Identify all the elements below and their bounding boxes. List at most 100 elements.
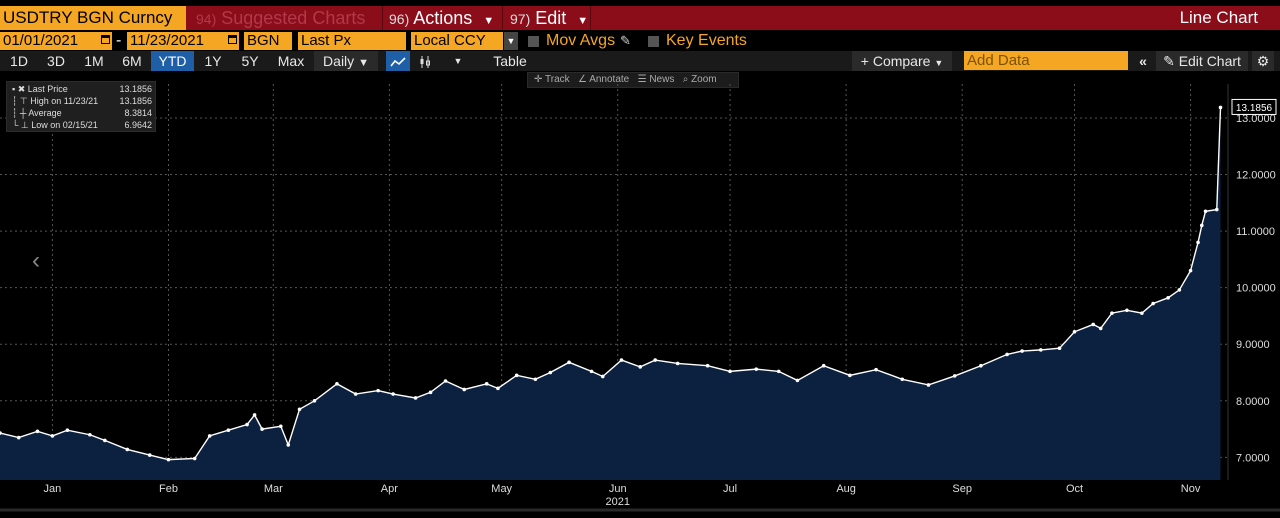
currency-field[interactable]: Local CCY — [411, 32, 503, 50]
data-point — [874, 367, 878, 372]
line-chart-icon[interactable] — [386, 51, 410, 71]
date-range-dash: - — [116, 32, 122, 49]
data-point — [1199, 223, 1204, 228]
range-max[interactable]: Max — [277, 53, 305, 69]
field-selector[interactable]: Last Px — [298, 32, 406, 50]
x-tick-label: Aug — [836, 483, 856, 495]
divider — [590, 6, 591, 30]
data-point — [1098, 326, 1103, 331]
range-6m[interactable]: 6M — [122, 53, 142, 69]
pencil-icon[interactable]: ✎ — [620, 33, 631, 48]
data-point — [653, 358, 657, 362]
data-point — [147, 453, 152, 457]
data-point — [638, 365, 643, 369]
data-point — [1188, 268, 1193, 273]
data-point — [1072, 329, 1077, 334]
gear-icon[interactable]: ⚙ — [1252, 51, 1274, 71]
range-5y[interactable]: 5Y — [241, 53, 259, 69]
data-point — [207, 434, 212, 438]
source-field[interactable]: BGN — [244, 32, 292, 50]
data-point — [548, 370, 553, 375]
legend-value: 13.1856 — [119, 84, 152, 94]
data-point — [848, 373, 852, 378]
data-point — [776, 369, 781, 374]
previous-chevron-icon[interactable]: ‹ — [32, 247, 40, 274]
data-point — [286, 443, 291, 447]
collapse-chevron-icon[interactable]: « — [1139, 53, 1147, 69]
data-point — [35, 429, 40, 434]
average-icon: ┆ ┼ — [12, 108, 27, 118]
key-events-checkbox[interactable] — [648, 36, 659, 47]
chart-tools-bar: ✛ Track ∠ Annotate ☰ News ⌕ Zoom — [527, 72, 739, 88]
data-point — [252, 413, 257, 417]
news-icon: ☰ — [637, 74, 647, 85]
data-point — [376, 388, 380, 393]
data-point — [795, 378, 800, 383]
legend-box — [6, 81, 156, 132]
x-axis-label: 2021 — [606, 496, 630, 508]
annotate-icon: ∠ — [577, 74, 587, 85]
calendar-icon[interactable] — [228, 35, 237, 44]
range-1y[interactable]: 1Y — [204, 53, 222, 69]
candlestick-icon[interactable] — [414, 51, 436, 71]
zoom-tool[interactable]: Zoom — [691, 74, 717, 85]
x-tick-label: Oct — [1066, 483, 1083, 495]
data-point — [462, 387, 467, 392]
data-point — [1110, 311, 1114, 315]
data-point — [166, 457, 171, 462]
x-tick-label: May — [491, 483, 512, 495]
plus-icon: + — [860, 53, 869, 69]
data-point — [728, 369, 732, 374]
range-1m[interactable]: 1M — [84, 53, 104, 69]
last-value-badge — [1231, 98, 1277, 115]
data-point — [1125, 308, 1129, 313]
x-axis-band — [0, 482, 1280, 518]
start-date-field[interactable]: 01/01/2021 — [0, 32, 112, 50]
low-icon: └ ⊥ — [12, 120, 29, 130]
data-point — [192, 456, 197, 461]
annotate-tool[interactable]: Annotate — [589, 74, 630, 85]
data-point — [335, 382, 339, 386]
data-point — [297, 407, 302, 412]
mov-avgs-checkbox[interactable] — [528, 36, 539, 47]
actions-button[interactable]: 96) Actions ▼ — [389, 6, 494, 30]
table-button[interactable]: Table — [493, 53, 527, 69]
chart-style-dropdown-icon[interactable]: ▼ — [453, 56, 463, 66]
range-ytd[interactable]: YTD — [151, 51, 194, 71]
data-point — [1140, 311, 1144, 315]
edit-number: 97) — [510, 11, 531, 27]
legend-high: ┆ ⊤ High on 11/23/21 — [12, 95, 98, 107]
data-point — [391, 392, 395, 396]
suggested-charts-button[interactable]: 94) Suggested Charts — [196, 6, 365, 30]
calendar-icon[interactable] — [101, 35, 110, 44]
frequency-dropdown[interactable]: Daily ▼ — [314, 51, 378, 71]
actions-label: Actions — [413, 8, 473, 28]
news-tool[interactable]: News — [649, 74, 675, 85]
track-tool[interactable]: Track — [545, 74, 570, 85]
data-point — [1005, 352, 1009, 357]
x-tick-label: Jan — [44, 483, 62, 495]
data-point — [226, 428, 231, 433]
y-tick-label: 8.0000 — [1236, 396, 1270, 408]
x-tick-label: Feb — [159, 483, 178, 495]
range-3d[interactable]: 3D — [47, 53, 65, 69]
end-date-field[interactable]: 11/23/2021 — [127, 32, 239, 50]
edit-button[interactable]: 97) Edit ▼ — [510, 6, 588, 30]
add-data-input[interactable]: Add Data — [964, 51, 1128, 70]
compare-button[interactable]: + Compare ▼ — [852, 51, 952, 71]
data-point — [1057, 346, 1062, 350]
data-point — [821, 363, 826, 368]
data-point — [278, 424, 283, 429]
data-point — [0, 431, 2, 435]
data-point — [1039, 348, 1043, 352]
data-point — [1218, 105, 1223, 110]
edit-chart-button[interactable]: ✎ Edit Chart — [1156, 51, 1248, 71]
range-1d[interactable]: 1D — [10, 53, 28, 69]
data-point — [50, 434, 55, 438]
end-date-value: 11/23/2021 — [130, 32, 204, 49]
ticker-field[interactable]: USDTRY BGN Curncy — [0, 6, 186, 30]
currency-dropdown-icon[interactable]: ▼ — [504, 32, 518, 50]
header-bar — [0, 6, 1280, 30]
last-price-icon: ▪ ✖ — [12, 84, 26, 94]
